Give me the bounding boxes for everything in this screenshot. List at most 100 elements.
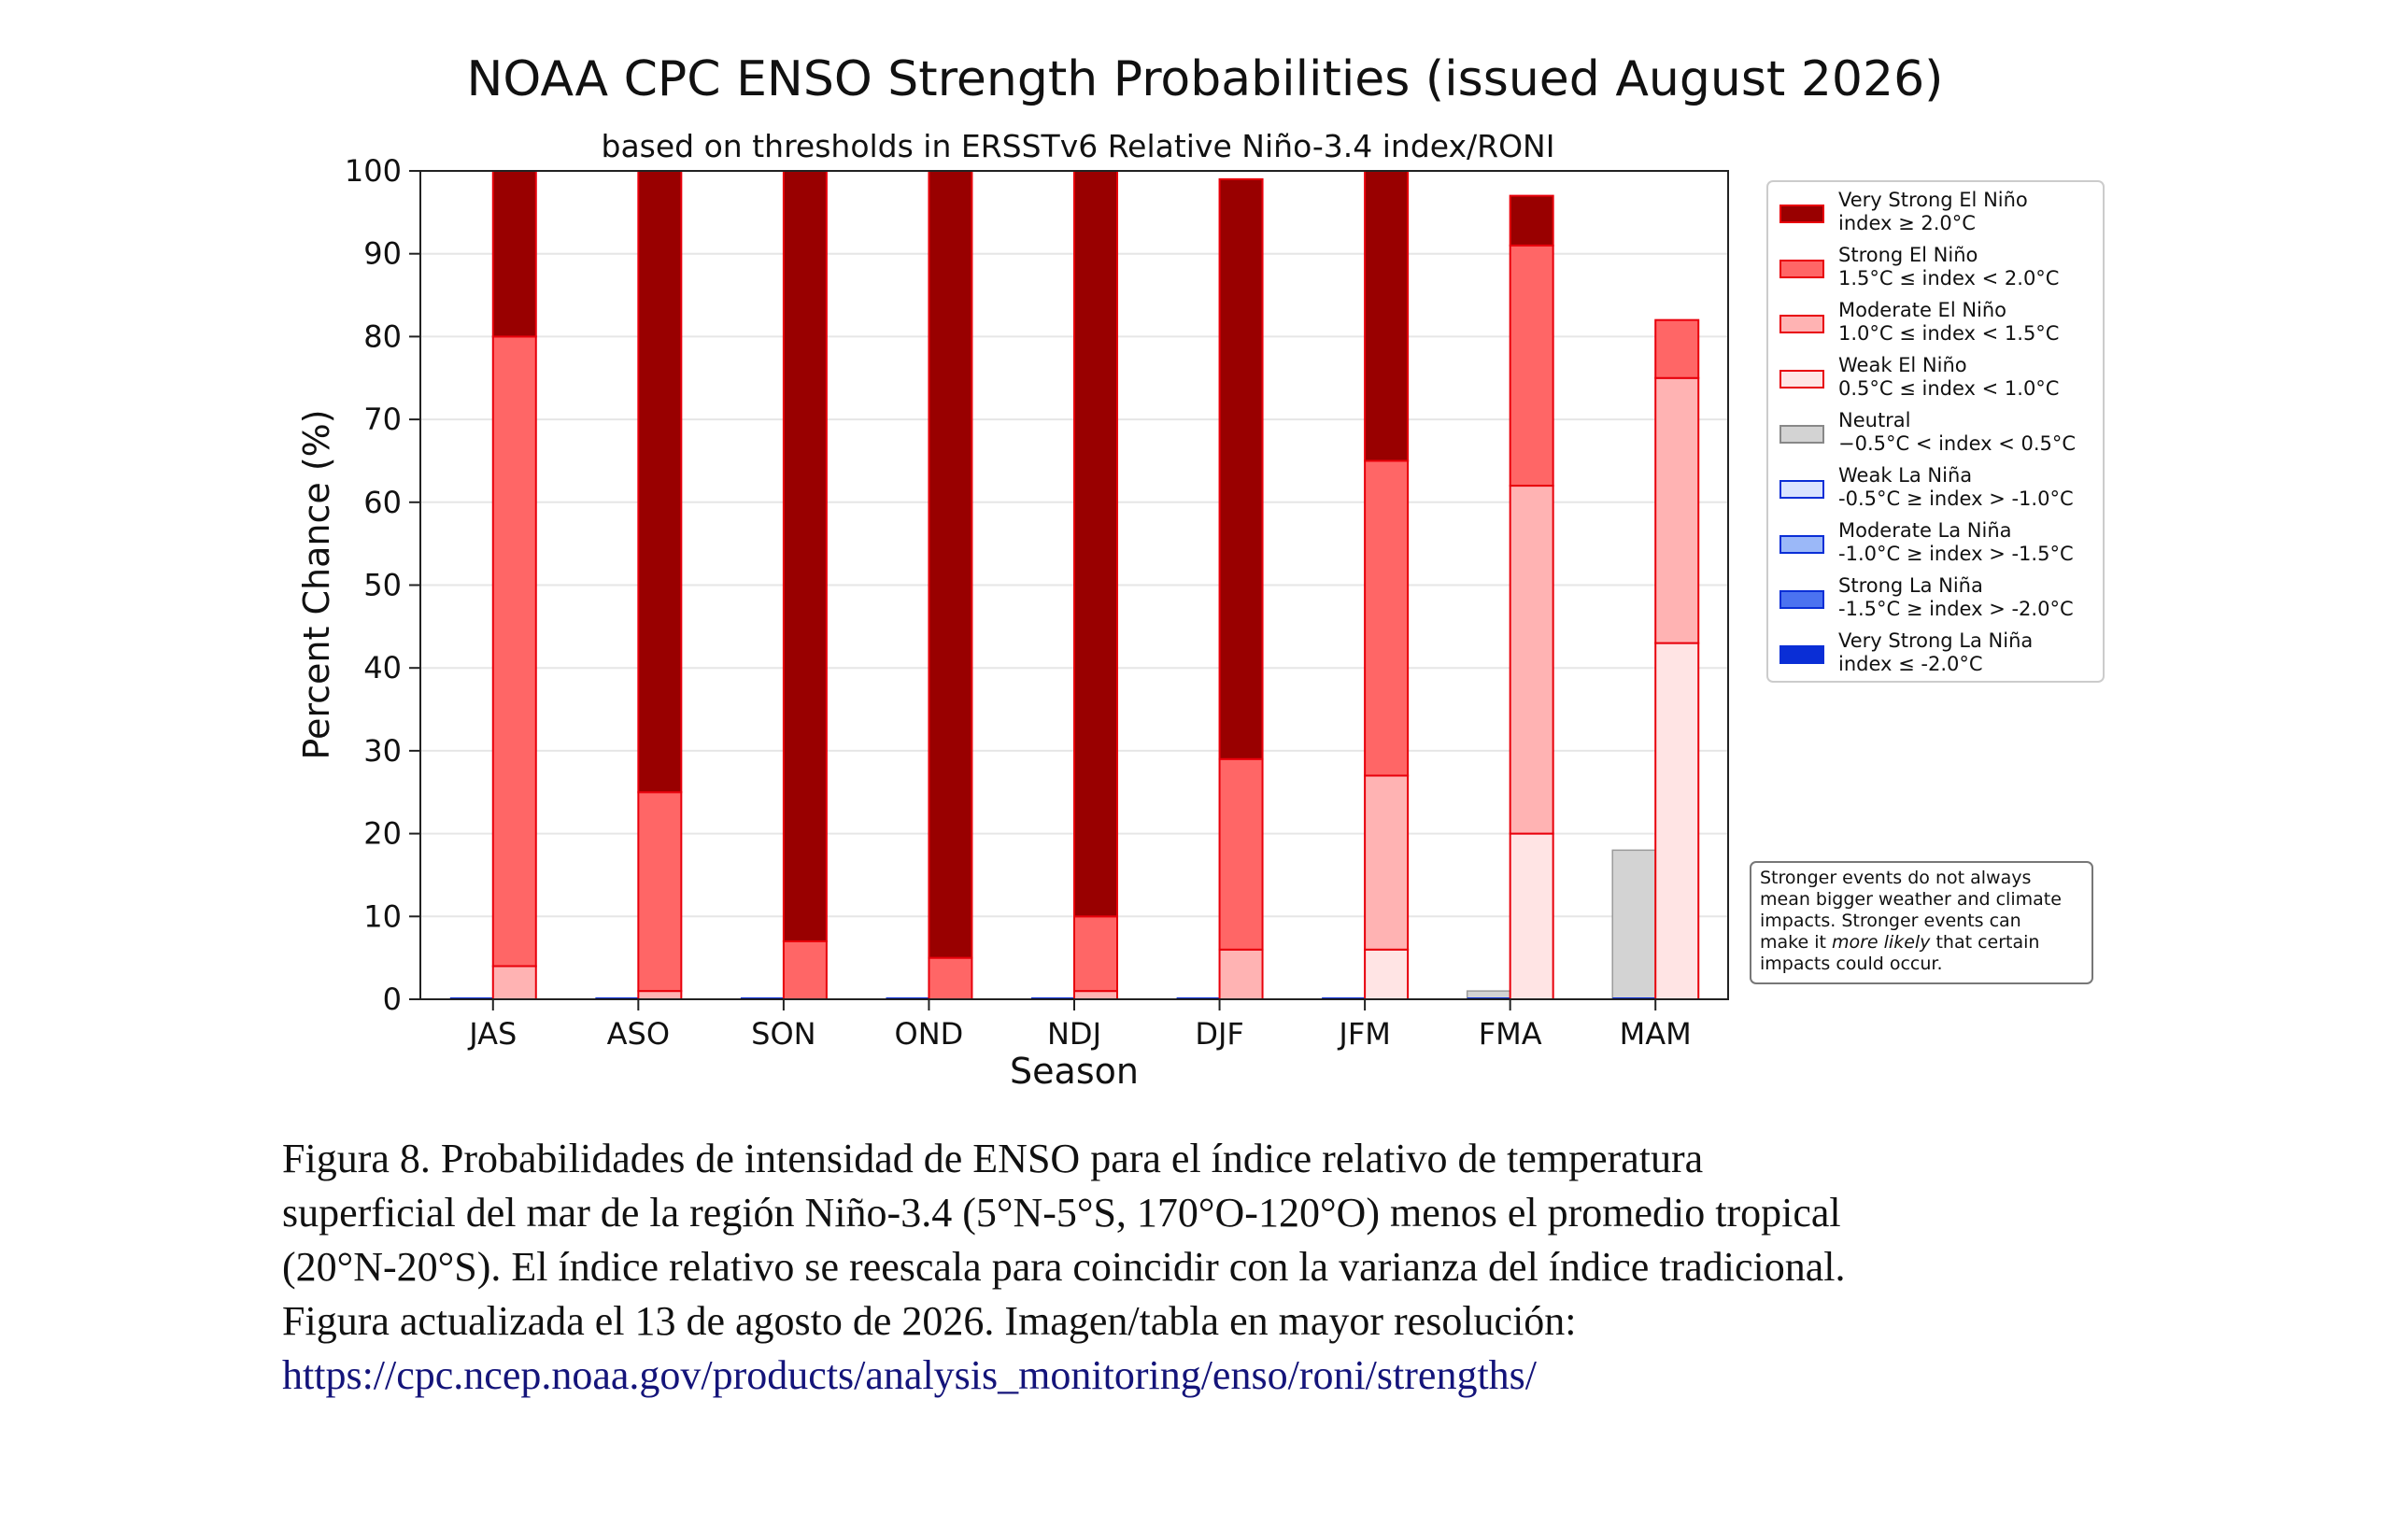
legend-swatch xyxy=(1779,645,1824,664)
y-tick-label: 0 xyxy=(383,982,402,1017)
y-axis-label: Percent Chance (%) xyxy=(296,409,337,759)
chart-title: NOAA CPC ENSO Strength Probabilities (is… xyxy=(467,51,1944,107)
bar-segment-moderate-el-ni-o xyxy=(1218,948,1264,1001)
y-tick-label: 50 xyxy=(363,568,402,603)
x-tick-label: FMA xyxy=(1479,1016,1542,1052)
legend-swatch xyxy=(1779,260,1824,278)
legend-entry-range: -1.5°C ≥ index > -2.0°C xyxy=(1838,598,2074,620)
legend-swatch xyxy=(1779,535,1824,554)
bar-segment-strong-el-ni-o xyxy=(1509,244,1554,487)
legend-entry-title: Weak La Niña xyxy=(1838,464,1972,487)
bar-segment-weak-el-ni-o xyxy=(1509,832,1554,1000)
y-tick-label: 30 xyxy=(363,733,402,769)
y-tick-label: 80 xyxy=(363,318,402,354)
x-tick-label: DJF xyxy=(1195,1016,1243,1052)
y-tick-label: 90 xyxy=(363,236,402,272)
chart-subtitle: based on thresholds in ERSSTv6 Relative … xyxy=(602,128,1555,164)
legend-swatch xyxy=(1779,205,1824,223)
bar-segment-strong-el-ni-o xyxy=(637,791,683,993)
y-tick-label: 70 xyxy=(363,402,402,437)
note-line-2: mean bigger weather and climate xyxy=(1760,889,2062,910)
svg-text:Stronger events do not always: Stronger events do not always mean bigge… xyxy=(1760,868,2067,974)
bar-segment-weak-el-ni-o xyxy=(1654,642,1700,1001)
legend-entry-range: index ≥ 2.0°C xyxy=(1838,212,1976,234)
legend-box xyxy=(1766,180,2105,683)
x-axis: JAS ASO SON OND NDJ DJF JFM FMA MAM xyxy=(467,999,1692,1052)
caption-line-2: superficial del mar de la región Niño-3.… xyxy=(282,1190,1841,1236)
caption-line-4: Figura actualizada el 13 de agosto de 20… xyxy=(282,1298,1577,1344)
legend-entry-range: -0.5°C ≥ index > -1.0°C xyxy=(1838,487,2074,510)
bar-segment-strong-el-ni-o xyxy=(491,335,537,968)
legend-entry-range: −0.5°C < index < 0.5°C xyxy=(1838,432,2076,455)
bar-segment-very-strong-el-ni-o xyxy=(1073,170,1118,918)
note-line-3: impacts. Stronger events can xyxy=(1760,911,2021,931)
y-tick-label: 100 xyxy=(345,153,402,189)
caption-line-3: (20°N-20°S). El índice relativo se reesc… xyxy=(282,1244,1846,1290)
legend-entry-title: Neutral xyxy=(1838,409,1911,431)
note-line-4a: make it xyxy=(1760,932,1832,953)
enso-strength-chart: NOAA CPC ENSO Strength Probabilities (is… xyxy=(296,51,2105,1092)
legend-entry-title: Weak El Niño xyxy=(1838,354,1967,376)
bar-segment-neutral xyxy=(1611,849,1656,1000)
legend-entry-range: index ≤ -2.0°C xyxy=(1838,653,1983,675)
bar-segment-weak-el-ni-o xyxy=(1364,948,1410,1001)
x-tick-label: JAS xyxy=(467,1016,517,1052)
x-axis-label: Season xyxy=(1010,1051,1139,1092)
bar-segment-moderate-el-ni-o xyxy=(1073,990,1118,1001)
bar-segment-moderate-el-ni-o xyxy=(1364,774,1410,951)
x-tick-label: OND xyxy=(895,1016,964,1052)
bar-segment-strong-el-ni-o xyxy=(1218,757,1264,951)
bar-segment-moderate-el-ni-o xyxy=(637,990,683,1001)
note-box: Stronger events do not always mean bigge… xyxy=(1750,861,2093,984)
x-tick-label: JFM xyxy=(1337,1016,1390,1052)
bar-segment-strong-el-ni-o xyxy=(782,940,828,1000)
figure-caption: Figura 8. Probabilidades de intensidad d… xyxy=(282,1132,2150,1403)
legend-entry-range: 0.5°C ≤ index < 1.0°C xyxy=(1838,377,2059,400)
bar-segment-very-strong-el-ni-o xyxy=(1509,194,1554,247)
bar-segment-strong-el-ni-o xyxy=(1654,318,1700,379)
bar-segment-strong-el-ni-o xyxy=(1364,459,1410,777)
y-tick-label: 60 xyxy=(363,485,402,520)
legend-entry-title: Strong La Niña xyxy=(1838,574,1983,597)
legend-entry-title: Strong El Niño xyxy=(1838,244,1978,266)
note-line-4b: that certain xyxy=(1930,932,2039,953)
note-line-5: impacts could occur. xyxy=(1760,954,1942,974)
bar-segment-very-strong-el-ni-o xyxy=(928,170,973,959)
legend-swatch xyxy=(1779,425,1824,444)
caption-link[interactable]: https://cpc.ncep.noaa.gov/products/analy… xyxy=(282,1352,1538,1398)
bar-segment-strong-el-ni-o xyxy=(928,956,973,1001)
legend-entry-title: Very Strong La Niña xyxy=(1838,629,2033,652)
x-tick-label: SON xyxy=(751,1016,815,1052)
legend-swatch xyxy=(1779,370,1824,389)
legend-entry-title: Moderate El Niño xyxy=(1838,299,2006,321)
y-tick-label: 10 xyxy=(363,898,402,934)
bar-segment-very-strong-el-ni-o xyxy=(1218,177,1264,760)
caption-line-1: Figura 8. Probabilidades de intensidad d… xyxy=(282,1136,1704,1181)
bar-segment-very-strong-el-ni-o xyxy=(1364,170,1410,462)
legend-entry-range: 1.0°C ≤ index < 1.5°C xyxy=(1838,322,2059,345)
legend-entry-title: Very Strong El Niño xyxy=(1838,189,2028,211)
bar-segment-very-strong-el-ni-o xyxy=(491,170,537,338)
legend-entry-range: -1.0°C ≥ index > -1.5°C xyxy=(1838,543,2074,565)
y-tick-label: 40 xyxy=(363,650,402,685)
bar-segment-very-strong-el-ni-o xyxy=(782,170,828,942)
x-tick-label: ASO xyxy=(607,1016,670,1052)
bar-segment-moderate-el-ni-o xyxy=(1509,485,1554,835)
bar-segment-moderate-el-ni-o xyxy=(491,965,537,1001)
legend-swatch xyxy=(1779,590,1824,609)
bar-segment-very-strong-el-ni-o xyxy=(637,170,683,794)
y-tick-label: 20 xyxy=(363,816,402,852)
bar-segment-moderate-el-ni-o xyxy=(1654,376,1700,644)
note-line-4-italic: more likely xyxy=(1832,932,1931,953)
legend-swatch xyxy=(1779,480,1824,499)
bars xyxy=(449,170,1700,1001)
legend-entry-range: 1.5°C ≤ index < 2.0°C xyxy=(1838,267,2059,290)
bar-segment-strong-el-ni-o xyxy=(1073,915,1118,993)
y-axis: 0 10 20 30 40 50 60 70 80 90 100 xyxy=(345,153,420,1017)
x-tick-label: MAM xyxy=(1620,1016,1692,1052)
x-tick-label: NDJ xyxy=(1047,1016,1101,1052)
legend-swatch xyxy=(1779,315,1824,333)
note-line-1: Stronger events do not always xyxy=(1760,868,2031,888)
legend-entry-title: Moderate La Niña xyxy=(1838,519,2012,542)
